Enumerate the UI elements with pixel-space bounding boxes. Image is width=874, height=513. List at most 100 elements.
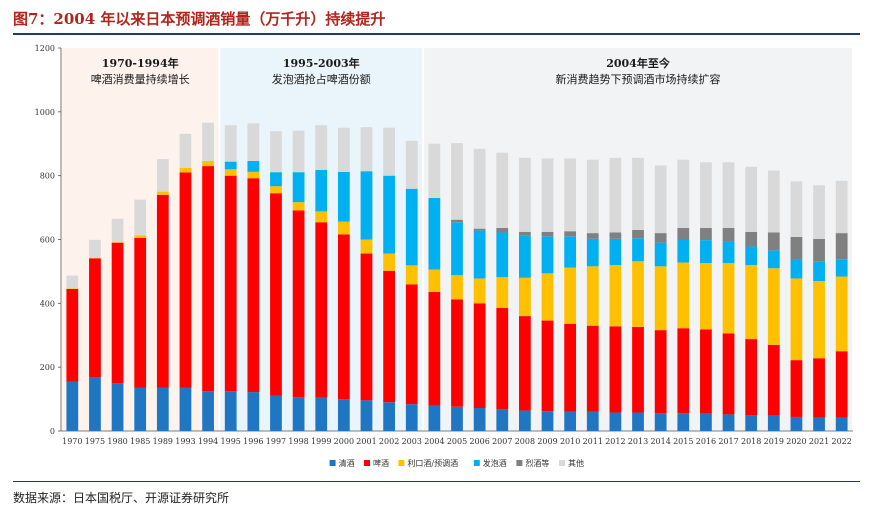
bar-segment-2002-s5 xyxy=(383,127,395,176)
bar-segment-1996-s0 xyxy=(247,392,260,431)
bar-segment-2016-s0 xyxy=(700,413,712,431)
bar-segment-2007-s2 xyxy=(496,277,509,308)
period-desc-1: 啤酒消费量持续增长 xyxy=(91,72,190,86)
bar-segment-2003-s3 xyxy=(405,188,418,266)
x-tick-label: 2022 xyxy=(832,437,852,446)
footer-rule xyxy=(13,481,860,482)
bar-segment-1989-s0 xyxy=(156,387,169,431)
x-tick-label: 2004 xyxy=(424,437,444,446)
bar-segment-2012-s1 xyxy=(609,326,622,413)
bar-segment-2018-s0 xyxy=(745,415,758,431)
legend-label-2: 利口酒/预调酒 xyxy=(407,458,458,468)
bar-segment-2010-s1 xyxy=(564,323,577,412)
bar-segment-2014-s0 xyxy=(654,413,667,431)
x-tick-label: 2000 xyxy=(334,437,354,446)
bar-segment-2009-s5 xyxy=(541,158,554,232)
bar-segment-2021-s1 xyxy=(813,358,825,418)
x-axis: 1970 1975 1980 1985 1989 1993 1994 1995 1996 1997… xyxy=(61,430,853,446)
x-tick-label: 2013 xyxy=(628,437,648,446)
bar-segment-2005-s3 xyxy=(451,222,463,276)
bar-segment-1999-s0 xyxy=(315,397,328,431)
bar-segment-1997-s2 xyxy=(270,186,282,194)
bar-segment-1975-s2 xyxy=(89,257,101,259)
bar-segment-1980-s1 xyxy=(111,242,124,384)
x-tick-label: 2006 xyxy=(469,437,489,446)
bar-segment-2011-s5 xyxy=(586,159,599,234)
period-label-1: 1970-1994年 xyxy=(102,56,179,70)
x-tick-label: 2018 xyxy=(741,437,761,446)
bar-segment-1997-s5 xyxy=(270,131,282,173)
bar-segment-2011-s4 xyxy=(586,233,599,239)
bar-segment-2012-s5 xyxy=(609,157,622,233)
bar-segment-1998-s0 xyxy=(292,397,305,431)
x-tick-label: 2020 xyxy=(786,437,806,446)
bar-segment-2010-s3 xyxy=(564,236,577,268)
bar-segment-1993-s0 xyxy=(179,387,192,431)
bar-segment-2018-s1 xyxy=(745,339,758,416)
bar-segment-2021-s2 xyxy=(813,280,825,359)
bar-segment-2019-s0 xyxy=(767,415,780,431)
bar-segment-2009-s3 xyxy=(541,236,554,274)
legend-swatch-3 xyxy=(473,460,480,466)
bar-segment-1999-s1 xyxy=(315,222,328,398)
bar-segment-2021-s0 xyxy=(813,417,825,431)
bar-segment-2020-s2 xyxy=(790,278,803,361)
bar-segment-1985-s1 xyxy=(134,237,147,388)
bar-segment-2006-s2 xyxy=(473,278,486,304)
x-tick-label: 1970 xyxy=(62,437,82,446)
bar-segment-1994-s5 xyxy=(202,122,214,161)
x-tick-label: 2017 xyxy=(718,437,738,446)
bars xyxy=(66,122,848,431)
y-tick-label: 0 xyxy=(50,427,55,436)
bar-segment-2014-s3 xyxy=(654,242,667,267)
x-tick-label: 1997 xyxy=(266,437,286,446)
bar-segment-2014-s2 xyxy=(654,266,667,331)
bar-segment-2010-s5 xyxy=(564,158,577,232)
bar-segment-2011-s2 xyxy=(586,266,599,326)
bar-segment-2004-s5 xyxy=(428,143,441,199)
x-tick-label: 1980 xyxy=(107,437,127,446)
legend-swatch-4 xyxy=(516,460,523,466)
bar-segment-2013-s2 xyxy=(632,261,644,327)
bar-segment-2008-s0 xyxy=(519,410,531,431)
bar-segment-2017-s0 xyxy=(722,414,735,431)
bar-segment-2016-s4 xyxy=(700,228,712,241)
bar-segment-1996-s2 xyxy=(247,171,260,179)
bar-segment-1997-s0 xyxy=(270,395,282,431)
bar-segment-2021-s4 xyxy=(813,238,825,262)
bar-segment-2020-s5 xyxy=(790,181,803,237)
legend-swatch-5 xyxy=(559,460,565,466)
bar-segment-1997-s3 xyxy=(270,172,282,187)
bar-segment-2022-s2 xyxy=(835,276,848,352)
bar-segment-2000-s1 xyxy=(337,234,350,400)
bar-segment-2022-s1 xyxy=(835,351,848,418)
bar-segment-2015-s3 xyxy=(677,239,690,263)
bar-segment-2013-s3 xyxy=(632,238,644,262)
bar-segment-1994-s1 xyxy=(202,166,214,392)
bar-segment-2016-s2 xyxy=(700,263,712,330)
bar-segment-2015-s0 xyxy=(677,413,690,431)
x-tick-label: 1999 xyxy=(311,437,331,446)
bar-segment-2019-s2 xyxy=(767,268,780,345)
bar-segment-2006-s3 xyxy=(473,230,486,279)
bar-segment-2008-s3 xyxy=(519,235,531,278)
bar-segment-2019-s4 xyxy=(767,232,780,251)
bar-segment-2005-s0 xyxy=(451,406,463,431)
bar-segment-2009-s0 xyxy=(541,411,554,431)
bar-segment-1970-s5 xyxy=(66,275,79,289)
x-tick-label: 2005 xyxy=(447,437,467,446)
bar-segment-2017-s5 xyxy=(722,162,735,229)
period-label-3: 2004年至今 xyxy=(606,56,671,70)
legend-label-5: 其他 xyxy=(568,458,584,468)
bar-segment-2002-s3 xyxy=(383,175,395,254)
bar-segment-2001-s2 xyxy=(360,239,373,254)
bar-segment-2015-s2 xyxy=(677,262,690,329)
bar-segment-2012-s0 xyxy=(609,412,622,431)
bar-segment-1995-s0 xyxy=(224,391,237,431)
x-tick-label: 2019 xyxy=(764,437,784,446)
figure-title: 图7：2004 年以来日本预调酒销量（万千升）持续提升 xyxy=(13,10,386,28)
bar-segment-1970-s1 xyxy=(66,288,79,382)
bar-segment-2007-s3 xyxy=(496,232,509,278)
bar-segment-1995-s3 xyxy=(224,161,237,170)
